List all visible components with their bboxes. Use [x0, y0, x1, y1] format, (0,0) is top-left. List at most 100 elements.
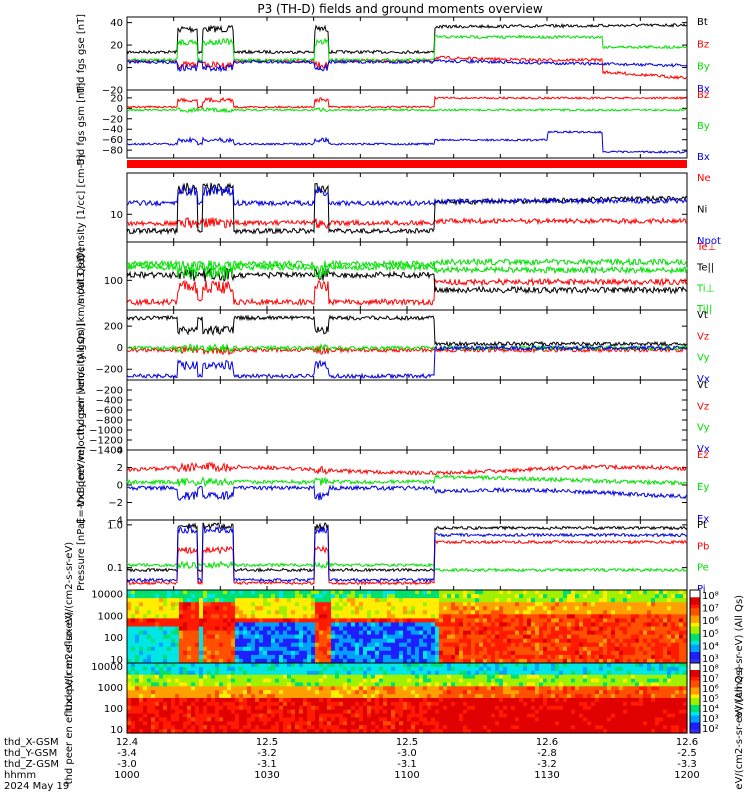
spectrogram-cell	[311, 654, 316, 660]
spectrogram-cell	[347, 622, 352, 628]
spectrogram-cell	[499, 670, 504, 676]
spectrogram-cell	[387, 658, 392, 664]
spectrogram-cell	[283, 618, 288, 624]
spectrogram-cell	[523, 610, 528, 615]
spectrogram-cell	[415, 721, 420, 726]
spectrogram-cell	[463, 674, 468, 680]
spectrogram-cell	[207, 658, 212, 664]
spectrogram-cell	[171, 606, 176, 611]
spectrogram-cell	[607, 602, 612, 607]
spectrogram-cell	[419, 590, 424, 595]
spectrogram-cell	[247, 602, 252, 607]
spectrogram-cell	[247, 690, 252, 695]
spectrogram-cell	[487, 634, 492, 640]
spectrogram-cell	[531, 634, 536, 640]
spectrogram-cell	[235, 674, 240, 680]
spectrogram-cell	[667, 590, 672, 595]
spectrogram-cell	[379, 729, 384, 734]
spectrogram-cell	[135, 614, 140, 619]
spectrogram-cell	[151, 590, 156, 595]
spectrogram-cell	[155, 701, 160, 707]
spectrogram-cell	[155, 594, 160, 599]
spectrogram-cell	[351, 698, 356, 703]
spectrogram-cell	[279, 698, 284, 703]
spectrogram-cell	[267, 678, 272, 684]
spectrogram-cell	[167, 622, 172, 628]
spectrogram-cell	[199, 638, 204, 644]
spectrogram-cell	[443, 682, 448, 687]
spectrogram-cell	[131, 682, 136, 687]
spectrogram-cell	[427, 658, 432, 664]
spectrogram-cell	[259, 630, 264, 636]
spectrogram-cell	[355, 610, 360, 615]
spectrogram-cell	[311, 630, 316, 636]
ytick-label: −80	[102, 146, 123, 157]
spectrogram-cell	[427, 713, 432, 719]
spectrogram-cell	[671, 658, 676, 664]
spectrogram-cell	[399, 725, 404, 730]
spectrogram-cell	[483, 721, 488, 726]
spectrogram-cell	[359, 658, 364, 664]
spectrogram-cell	[247, 642, 252, 648]
spectrogram-cell	[191, 698, 196, 703]
spectrogram-cell	[299, 610, 304, 615]
spectrogram-cell	[399, 590, 404, 595]
spectrogram-cell	[455, 682, 460, 687]
spectrogram-cell	[163, 646, 168, 652]
spectrogram-cell	[179, 646, 184, 652]
spectrogram-cell	[323, 642, 328, 648]
spectrogram-cell	[167, 713, 172, 719]
spectrogram-cell	[623, 622, 628, 628]
spectrogram-cell	[663, 590, 668, 595]
spectrogram-cell	[323, 622, 328, 628]
spectrogram-cell	[291, 670, 296, 676]
spectrogram-cell	[407, 638, 412, 644]
spectrogram-cell	[203, 638, 208, 644]
spectrogram-cell	[315, 678, 320, 684]
spectrogram-cell	[347, 630, 352, 636]
spectrogram-cell	[443, 606, 448, 611]
spectrogram-cell	[267, 721, 272, 726]
spectrogram-cell	[459, 658, 464, 664]
panel-series	[126, 182, 688, 236]
spectrogram-cell	[279, 670, 284, 676]
spectrogram-cell	[179, 598, 184, 603]
spectrogram-cell	[411, 618, 416, 624]
legend-label: Vx	[697, 374, 710, 385]
spectrogram-cell	[179, 666, 184, 672]
spectrogram-cell	[527, 610, 532, 615]
spectrogram-cell	[223, 666, 228, 672]
spectrogram-cell	[495, 614, 500, 619]
spectrogram-cell	[139, 598, 144, 603]
spectrogram-cell	[467, 717, 472, 722]
spectrogram-cell	[587, 658, 592, 664]
spectrogram-cell	[331, 654, 336, 660]
spectrogram-cell	[571, 614, 576, 619]
spectrogram-cell	[223, 690, 228, 695]
spectrogram-cell	[371, 713, 376, 719]
spectrogram-cell	[507, 674, 512, 680]
spectrogram-cell	[427, 622, 432, 628]
spectrogram-cell	[399, 705, 404, 711]
spectrogram-cell	[567, 725, 572, 730]
spectrogram-cell	[307, 701, 312, 707]
spectrogram-cell	[179, 630, 184, 636]
spectrogram-cell	[395, 650, 400, 656]
spectrogram-cell	[303, 705, 308, 711]
spectrogram-cell	[431, 626, 436, 632]
spectrogram-cell	[435, 646, 440, 652]
spectrogram-cell	[223, 713, 228, 719]
spectrogram-cell	[363, 701, 368, 707]
spectrogram-cell	[511, 709, 516, 715]
spectrogram-cell	[207, 642, 212, 648]
spectrogram-cell	[503, 618, 508, 624]
spectrogram-cell	[423, 658, 428, 664]
spectrogram-cell	[499, 686, 504, 691]
spectrogram-cell	[483, 610, 488, 615]
spectrogram-cell	[315, 614, 320, 619]
spectrogram-cell	[311, 614, 316, 619]
spectrogram-cell	[467, 709, 472, 715]
spectrogram-cell	[187, 654, 192, 660]
spectrogram-cell	[375, 642, 380, 648]
spectrogram-cell	[375, 690, 380, 695]
